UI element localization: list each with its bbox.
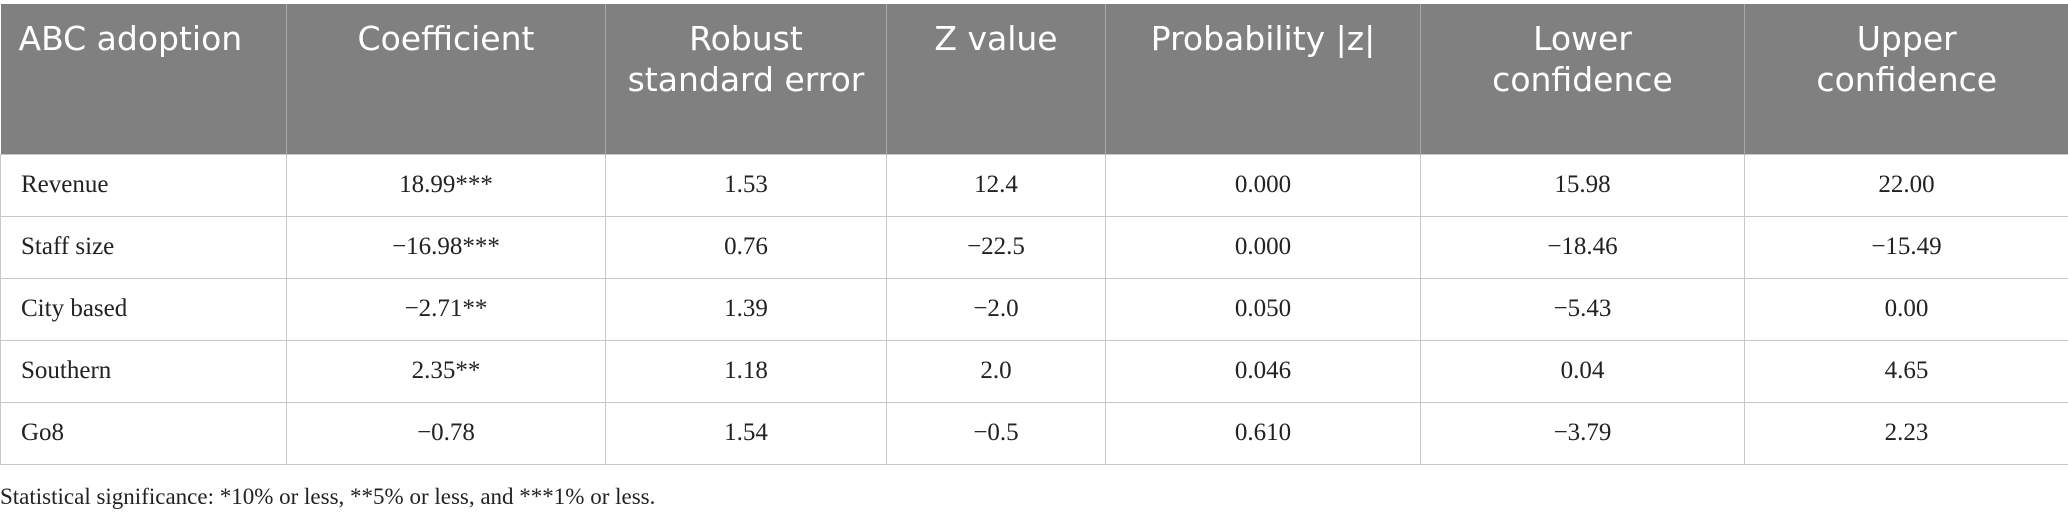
table-cell: 18.99*** (286, 153, 606, 217)
table-cell: −0.78 (286, 401, 606, 465)
header-cell: Z value (886, 4, 1106, 154)
table-cell: 1.39 (605, 277, 887, 341)
table-cell: 1.18 (605, 339, 887, 403)
table-cell: 0.610 (1105, 401, 1421, 465)
header-cell: Probability |z| (1105, 4, 1421, 154)
table-cell: 0.04 (1420, 339, 1745, 403)
table-cell: −22.5 (886, 215, 1106, 279)
table-body: Revenue 18.99*** 1.53 12.4 0.000 15.98 22.00 St… (0, 153, 2068, 465)
table-cell: 1.54 (605, 401, 887, 465)
table-row: Go8 −0.78 1.54 −0.5 0.610 −3.79 2.23 (0, 401, 2068, 465)
table-cell: 2.35** (286, 339, 606, 403)
table-cell: −0.5 (886, 401, 1106, 465)
table-cell: Go8 (0, 401, 287, 465)
table-cell: City based (0, 277, 287, 341)
table-cell: −3.79 (1420, 401, 1745, 465)
table-cell: Southern (0, 339, 287, 403)
header-cell: ABC adoption (0, 4, 287, 154)
table-cell: −5.43 (1420, 277, 1745, 341)
table-cell: 0.050 (1105, 277, 1421, 341)
table-row: Staff size −16.98*** 0.76 −22.5 0.000 −18.46−… (0, 215, 2068, 279)
results-table: ABC adoption Coefficient Robust standard e… (0, 4, 2068, 465)
table-cell: −2.71** (286, 277, 606, 341)
table-cell: 0.046 (1105, 339, 1421, 403)
table-cell: −18.46 (1420, 215, 1745, 279)
table-cell: 15.98 (1420, 153, 1745, 217)
table-cell: 2.0 (886, 339, 1106, 403)
header-cell: Lower confidence (1420, 4, 1745, 154)
table-row: Revenue 18.99*** 1.53 12.4 0.000 15.98 22.00 (0, 153, 2068, 217)
table-cell: −15.49 (1744, 215, 2068, 279)
table-cell: 4.65 (1744, 339, 2068, 403)
table-cell: −16.98*** (286, 215, 606, 279)
table-cell: 0.000 (1105, 153, 1421, 217)
header-cell: Coefficient (286, 4, 606, 154)
table-cell: 2.23 (1744, 401, 2068, 465)
table-cell: 1.53 (605, 153, 887, 217)
header-cell: Upper confidence (1744, 4, 2068, 154)
table-cell: 0.76 (605, 215, 887, 279)
header-row: ABC adoption Coefficient Robust standard e… (0, 4, 2068, 154)
table-cell: 22.00 (1744, 153, 2068, 217)
header-cell: Robust standard error (605, 4, 887, 154)
table-cell: 0.000 (1105, 215, 1421, 279)
table-cell: Revenue (0, 153, 287, 217)
table-cell: 0.00 (1744, 277, 2068, 341)
table-cell: Staff size (0, 215, 287, 279)
table-row: Southern 2.35** 1.18 2.0 0.046 0.04 4.65 (0, 339, 2068, 403)
table-cell: −2.0 (886, 277, 1106, 341)
footnote: Statistical significance: *10% or less, … (0, 484, 656, 509)
table-row: City based −2.71** 1.39 −2.0 0.050 −5.43 0.00 (0, 277, 2068, 341)
table-cell: 12.4 (886, 153, 1106, 217)
